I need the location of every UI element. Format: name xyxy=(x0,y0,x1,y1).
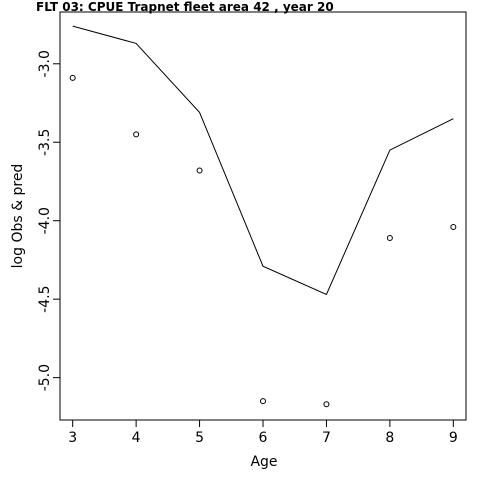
observed-point xyxy=(196,167,203,174)
plot-frame xyxy=(59,11,467,421)
x-tick-label: 4 xyxy=(132,430,141,446)
series-layer xyxy=(69,25,457,408)
observed-point xyxy=(386,234,393,241)
x-tick-label: 9 xyxy=(449,430,458,446)
y-tick-label: -3.0 xyxy=(37,50,53,77)
x-axis-label: Age xyxy=(250,454,277,470)
observed-point xyxy=(69,74,76,81)
y-axis: -3.0 -3.5 -4.0 -4.5 -5.0 xyxy=(37,50,60,391)
x-tick-label: 3 xyxy=(68,430,77,446)
y-tick-label: -4.0 xyxy=(37,207,53,234)
x-tick-label: 6 xyxy=(259,430,268,446)
observed-point xyxy=(450,223,457,230)
x-axis: 3 4 5 6 7 8 9 xyxy=(68,420,458,446)
chart-title: FLT 03: CPUE Trapnet fleet area 42 , yea… xyxy=(36,0,334,14)
predicted-line xyxy=(72,25,454,296)
observed-point xyxy=(133,131,140,138)
observed-point xyxy=(323,401,330,408)
y-axis-label: log Obs & pred xyxy=(10,164,26,269)
y-tick-label: -5.0 xyxy=(37,364,53,391)
y-tick-label: -3.5 xyxy=(37,129,53,156)
observed-point xyxy=(260,398,266,405)
x-tick-label: 8 xyxy=(385,430,394,446)
x-tick-label: 7 xyxy=(322,430,331,446)
x-tick-label: 5 xyxy=(195,430,204,446)
y-tick-label: -4.5 xyxy=(37,286,53,313)
